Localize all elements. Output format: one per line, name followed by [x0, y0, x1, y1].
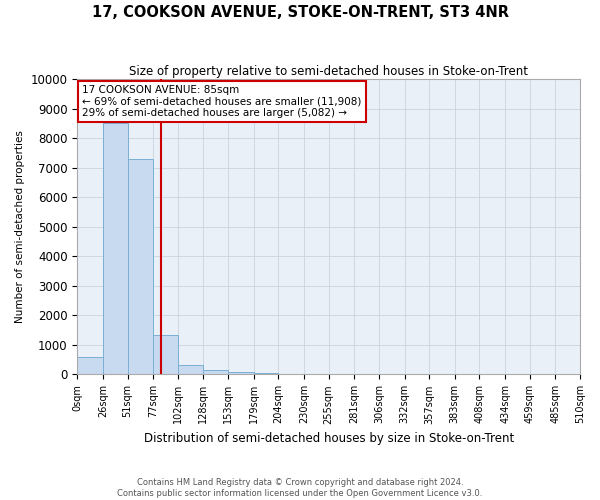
Bar: [77, 358, 103, 374]
Bar: [178, 365, 203, 374]
Bar: [153, 335, 178, 374]
Bar: [254, 373, 278, 374]
X-axis label: Distribution of semi-detached houses by size in Stoke-on-Trent: Distribution of semi-detached houses by …: [143, 432, 514, 445]
Y-axis label: Number of semi-detached properties: Number of semi-detached properties: [15, 130, 25, 323]
Text: 17, COOKSON AVENUE, STOKE-ON-TRENT, ST3 4NR: 17, COOKSON AVENUE, STOKE-ON-TRENT, ST3 …: [91, 5, 509, 20]
Bar: [103, 124, 128, 374]
Bar: [228, 372, 254, 374]
Bar: [128, 159, 153, 374]
Bar: [203, 370, 228, 374]
Title: Size of property relative to semi-detached houses in Stoke-on-Trent: Size of property relative to semi-detach…: [129, 65, 528, 78]
Text: 17 COOKSON AVENUE: 85sqm
← 69% of semi-detached houses are smaller (11,908)
29% : 17 COOKSON AVENUE: 85sqm ← 69% of semi-d…: [82, 85, 362, 118]
Text: Contains HM Land Registry data © Crown copyright and database right 2024.
Contai: Contains HM Land Registry data © Crown c…: [118, 478, 482, 498]
